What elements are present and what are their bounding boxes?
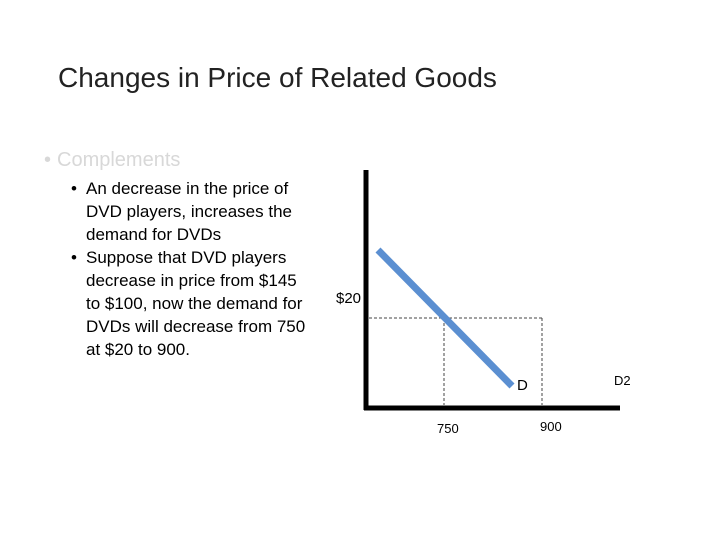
demand-curve-label: D xyxy=(517,377,528,394)
bullet-dot: • xyxy=(71,248,77,267)
bullet-heading: Complements xyxy=(57,149,181,171)
sub-bullet-text: Suppose that DVD players decrease in pri… xyxy=(86,248,306,359)
sub-bullet-text: An decrease in the price of DVD players,… xyxy=(86,179,292,244)
quantity-750-label: 750 xyxy=(437,421,459,436)
slide-title: Changes in Price of Related Goods xyxy=(58,62,497,93)
bullet-dot: • xyxy=(71,179,77,198)
bullet-complements: • Complements xyxy=(44,149,180,172)
sub-bullet-2: • Suppose that DVD players decrease in p… xyxy=(71,246,311,361)
new-demand-curve-label: D2 xyxy=(614,373,631,388)
sub-bullet-1: • An decrease in the price of DVD player… xyxy=(71,177,311,246)
price-label: $20 xyxy=(336,290,362,307)
demand-curve xyxy=(375,247,515,389)
bullet-dot: • xyxy=(44,149,52,171)
quantity-900-label: 900 xyxy=(540,419,562,434)
